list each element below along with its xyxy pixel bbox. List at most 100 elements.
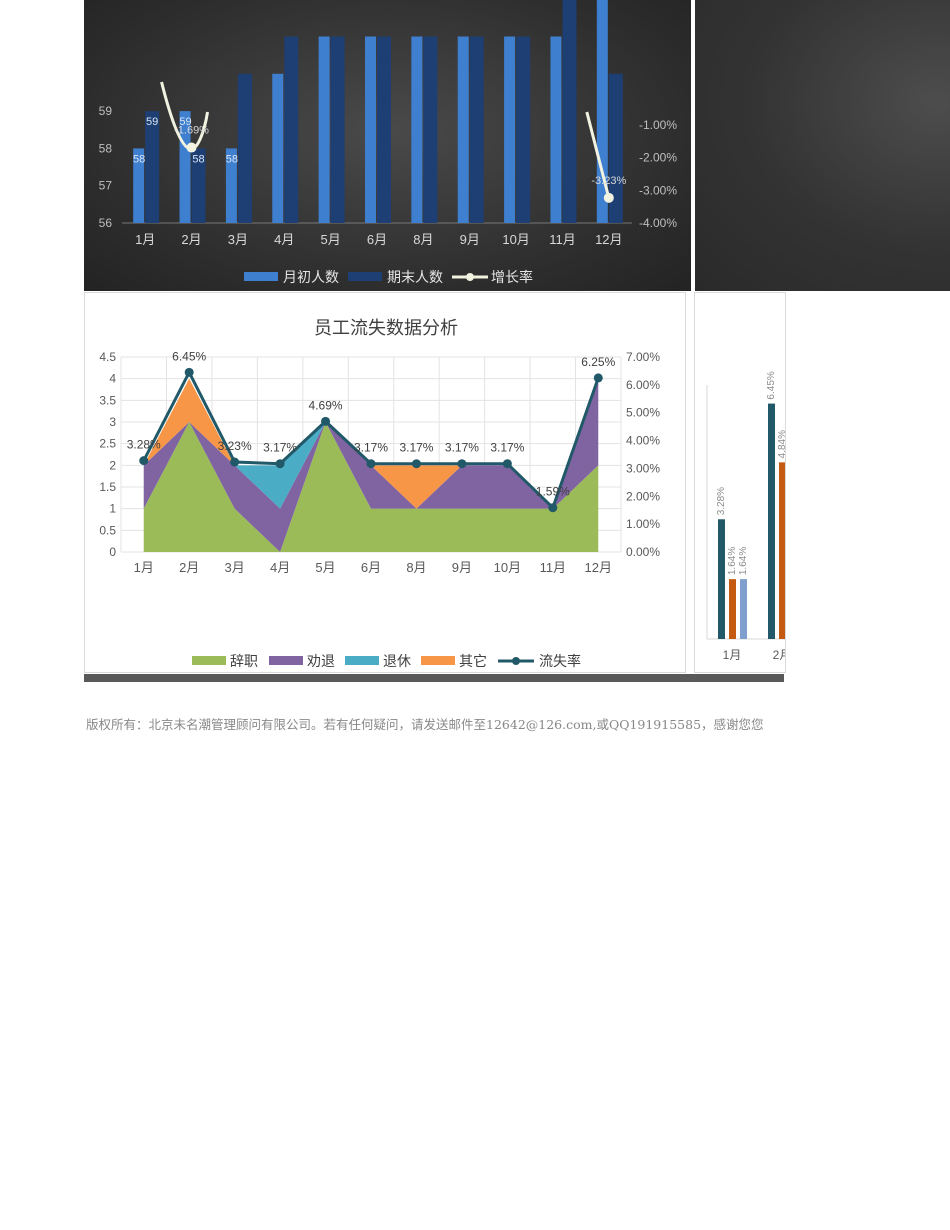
attrition-rate-label: 3.17% [354,441,388,455]
y2-tick-label: 1.00% [626,517,660,531]
attrition-rate-point [366,459,376,469]
bar-end-headcount [423,36,438,223]
attrition-rate-label: 3.23% [218,439,252,453]
bar-start-headcount [133,148,145,223]
bar-data-label: 58 [192,153,204,165]
x-tick-label: 5月 [321,232,341,247]
bar [779,462,785,639]
bar-start-headcount [504,36,516,223]
attrition-rate-point [593,373,603,383]
bar-data-label: 4.84% [777,430,786,458]
section-divider [84,674,784,682]
x-tick-label: 6月 [361,560,381,575]
bar-start-headcount [272,73,284,223]
legend-swatch [512,657,520,665]
area-辞职 [143,422,599,552]
attrition-rate-label: 6.45% [172,349,206,363]
attrition-bar-chart: 3.28% 1.64%1.64% 1月 6.45% 4.84% 2月 [694,292,786,673]
y-tick-label: 0 [109,545,116,559]
x-tick-label: 3月 [225,560,245,575]
attrition-rate-point [275,459,285,469]
bar-end-headcount [145,111,160,223]
growth-rate-label: -1.69% [174,125,209,137]
attrition-rate-label: 3.17% [490,441,524,455]
legend-label: 劝退 [307,653,335,669]
y2-tick-label: 2.00% [626,489,660,503]
x-tick-label: 9月 [460,232,480,247]
bar-data-label: 59 [179,116,191,128]
bar-end-headcount [237,73,252,223]
x-tick-label: 6月 [367,232,387,247]
legend-swatch [421,656,455,665]
bar-data-label: 6.45% [766,371,777,399]
attrition-rate-label: 3.17% [399,441,433,455]
x-tick-label: 11月 [540,560,567,575]
x-tick-label: 1月 [723,648,742,662]
y-tick-label: 1 [109,502,116,516]
bar [768,403,775,639]
bar-end-headcount [469,36,484,223]
y2-tick-label: 0.00% [626,545,660,559]
attrition-rate-point [139,456,149,466]
y-tick-label: 3.5 [99,393,116,407]
headcount-chart: 56 57 58 59 -1.00% -2.00% -3.00% -4.00% 1月 2月 3月 4月… [84,0,691,291]
x-tick-label: 11月 [549,232,576,247]
x-tick-label: 4月 [274,232,294,247]
attrition-rate-label: 3.28% [127,438,161,452]
x-tick-label: 8月 [406,560,426,575]
legend-label: 流失率 [539,653,581,669]
y2-tick-label: -1.00% [639,118,677,132]
bar [718,519,725,639]
y-tick-label: 2 [109,458,116,472]
bar-data-label: 1.64% [727,547,738,575]
area-退休 [143,378,599,509]
bar-start-headcount [550,36,562,223]
y-tick-label: 58 [99,141,113,155]
bar-start-headcount [411,36,423,223]
y2-tick-label: -4.00% [639,216,677,230]
attrition-bar-chart-svg: 3.28% 1.64%1.64% 1月 6.45% 4.84% 2月 [706,371,786,662]
y-tick-label: 59 [99,104,113,118]
attrition-chart-svg: 员工流失数据分析 0 0.5 1 1.5 2 2.5 3 3.5 4 4.5 0.00% 1.00% 2.… [99,318,660,669]
y-tick-label: 4.5 [99,350,116,364]
attrition-rate-point [457,459,467,469]
y-tick-label: 56 [99,216,113,230]
attrition-rate-point [321,416,331,426]
bar-data-label: 3.28% [716,487,727,515]
bar-end-headcount [608,73,623,223]
bar-start-headcount [179,111,191,223]
legend-swatch [192,656,226,665]
legend-label: 其它 [459,653,487,669]
attrition-rate-point [184,367,194,377]
legend-swatch [269,656,303,665]
bar-data-label: 59 [146,116,158,128]
bar-end-headcount [330,36,345,223]
bar-start-headcount [318,36,330,223]
bar-end-headcount [191,148,206,223]
attrition-rate-label: 1.59% [536,485,570,499]
y-tick-label: 1.5 [99,480,116,494]
area-其它 [143,378,599,509]
attrition-rate-label: 4.69% [309,398,343,412]
x-tick-label: 2月 [179,560,199,575]
bar-end-headcount [284,36,299,223]
legend-swatch [466,273,474,281]
x-tick-label: 10月 [502,232,529,247]
x-tick-label: 2月 [181,232,201,247]
attrition-rate-point [548,503,558,513]
legend-label: 退休 [383,653,411,669]
y2-tick-label: 4.00% [626,434,660,448]
bar-data-label: 58 [226,153,238,165]
y2-tick-label: 3.00% [626,461,660,475]
bar [740,579,747,639]
y-tick-label: 0.5 [99,523,116,537]
y-tick-label: 57 [99,179,113,193]
x-tick-label: 9月 [452,560,472,575]
bar-end-headcount [562,0,577,224]
legend-label: 辞职 [230,653,258,669]
x-tick-label: 2月 [773,648,786,662]
x-tick-label: 12月 [595,232,622,247]
top-right-chart-panel [695,0,950,291]
bar-data-label: 58 [133,153,145,165]
attrition-rate-label: 6.25% [581,355,615,369]
